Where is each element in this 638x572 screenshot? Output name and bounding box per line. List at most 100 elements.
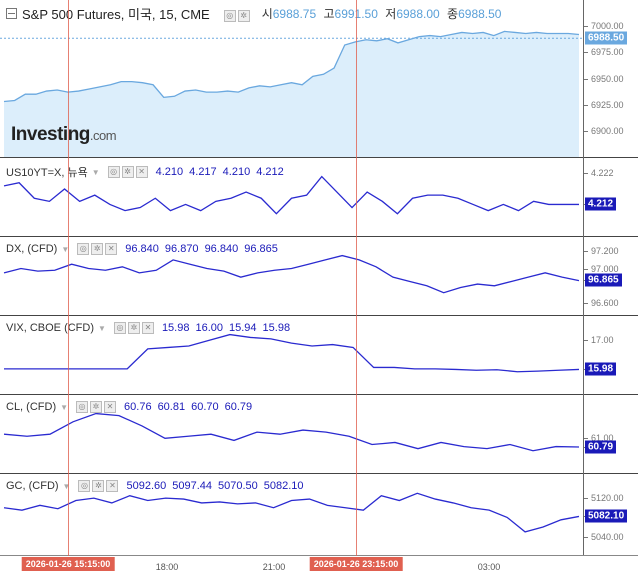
visibility-icon[interactable]: ◎ xyxy=(107,166,120,178)
panel-divider[interactable] xyxy=(0,157,638,158)
investing-logo: Investing.com xyxy=(11,124,117,145)
dropdown-arrow-icon[interactable]: ▼ xyxy=(91,167,100,177)
dropdown-arrow-icon[interactable]: ▼ xyxy=(98,323,106,333)
main-chart-panel[interactable]: S&P 500 Futures, 미국, 15, CME ◎ ✲ 시6988.7… xyxy=(0,0,583,157)
tick-label: 7000.00 xyxy=(591,21,624,32)
time-label: 21:00 xyxy=(262,562,286,572)
time-label: 03:00 xyxy=(477,562,501,572)
ohlc-values: 60.76 60.81 60.70 60.79 xyxy=(118,401,252,413)
series-line xyxy=(3,254,580,294)
collapse-icon[interactable] xyxy=(6,8,17,19)
close-icon[interactable]: ✕ xyxy=(106,480,119,492)
ohlc-value: 60.81 xyxy=(157,401,186,413)
indicator-chart xyxy=(4,333,580,373)
gear-icon[interactable]: ✲ xyxy=(237,6,252,22)
indicator-chart xyxy=(3,492,580,533)
tick-mark xyxy=(584,340,588,342)
tick-label: 4.222 xyxy=(591,168,614,179)
ohlc-value: 5092.60 xyxy=(126,480,167,492)
last-price-badge: 5082.10 xyxy=(585,509,628,523)
visibility-icon[interactable]: ◎ xyxy=(77,243,90,255)
tick-mark xyxy=(584,52,588,54)
ohlc-value: 16.00 xyxy=(195,322,223,334)
series-line xyxy=(4,333,580,373)
panel-vix[interactable]: VIX, CBOE (CFD) ▼ ◎ ✲ ✕ 15.98 16.00 15.94 15.98 xyxy=(0,316,583,394)
time-axis[interactable]: 18:00 21:00 03:00 2026-01-26 15:15:00 20… xyxy=(0,556,583,572)
panel-us10y[interactable]: US10YT=X, 뉴욕 ▼ ◎ ✲ ✕ 4.210 4.217 4.210 4.212 xyxy=(0,158,583,236)
close-icon[interactable]: ✕ xyxy=(141,322,154,334)
ohlc-value: 96.865 xyxy=(244,243,278,255)
tick-mark xyxy=(584,303,588,305)
panel-legend: CL, (CFD) ▼ ◎ ✲ ✕ 60.76 60.81 60.70 60.79 xyxy=(6,401,252,413)
panel-legend: DX, (CFD) ▼ ◎ ✲ ✕ 96.840 96.870 96.840 96.865 xyxy=(6,243,278,255)
tick-mark xyxy=(584,536,588,538)
panel-divider[interactable] xyxy=(0,473,638,474)
panel-divider[interactable] xyxy=(0,394,638,395)
ohlc-value: 5070.50 xyxy=(218,480,258,492)
ohlc-value: 60.70 xyxy=(191,401,219,413)
close-icon[interactable]: ✕ xyxy=(135,166,148,178)
ohlc-value: 15.94 xyxy=(229,322,257,334)
gear-icon[interactable]: ✲ xyxy=(121,166,134,178)
tick-label: 6925.00 xyxy=(591,99,624,110)
tick-mark xyxy=(584,173,588,175)
panel-cl[interactable]: CL, (CFD) ▼ ◎ ✲ ✕ 60.76 60.81 60.70 60.79 xyxy=(0,395,583,473)
panel-title: DX, (CFD) xyxy=(6,243,58,255)
gear-icon[interactable]: ✲ xyxy=(90,401,103,413)
gear-icon[interactable]: ✲ xyxy=(127,322,140,334)
indicator-chart xyxy=(3,175,579,215)
tick-label: 97.000 xyxy=(591,263,619,274)
price-area xyxy=(4,31,579,157)
panel-divider[interactable] xyxy=(0,315,638,316)
tick-mark xyxy=(584,26,588,28)
main-legend: S&P 500 Futures, 미국, 15, CME ◎ ✲ 시6988.7… xyxy=(6,4,501,23)
time-axis-border xyxy=(0,555,638,556)
panel-dx[interactable]: DX, (CFD) ▼ ◎ ✲ ✕ 96.840 96.870 96.840 96.865 xyxy=(0,237,583,315)
ohlc-value: 4.217 xyxy=(189,166,217,178)
ohlc-value: 4.210 xyxy=(222,166,251,178)
gear-icon[interactable]: ✲ xyxy=(91,243,104,255)
ohlc-value: 15.98 xyxy=(262,322,291,334)
last-price-badge: 96.865 xyxy=(585,273,622,287)
ohlc-value: 4.210 xyxy=(155,166,184,178)
crosshair-time-badge: 2026-01-26 23:15:00 xyxy=(309,557,403,571)
panel-title: GC, (CFD) xyxy=(6,480,59,492)
tick-mark xyxy=(584,268,588,270)
ohlc-value: 5082.10 xyxy=(263,480,304,492)
gear-icon[interactable]: ✲ xyxy=(92,480,105,492)
dropdown-arrow-icon[interactable]: ▼ xyxy=(60,402,69,412)
visibility-icon[interactable]: ◎ xyxy=(76,401,89,413)
ohlc-values: 4.210 4.217 4.210 4.212 xyxy=(150,166,284,178)
panel-title: CL, (CFD) xyxy=(6,401,57,413)
panel-gc[interactable]: GC, (CFD) ▼ ◎ ✲ ✕ 5092.60 5097.44 5070.50 5082.1… xyxy=(0,474,583,555)
settings-icon[interactable]: ◎ xyxy=(223,6,238,22)
visibility-icon[interactable]: ◎ xyxy=(78,480,91,492)
scale-border xyxy=(583,0,584,555)
ohlc-value: 96.840 xyxy=(204,243,239,255)
close-icon[interactable]: ✕ xyxy=(104,401,117,413)
series-line xyxy=(3,492,580,533)
panel-divider[interactable] xyxy=(0,236,638,237)
crosshair-line xyxy=(68,0,69,556)
tick-label: 5040.00 xyxy=(591,531,624,542)
close-icon[interactable]: ✕ xyxy=(105,243,118,255)
ohlc-value: 60.76 xyxy=(124,401,152,413)
tick-mark xyxy=(584,104,588,106)
ohlc-value: 96.840 xyxy=(125,243,159,255)
dropdown-arrow-icon[interactable]: ▼ xyxy=(61,244,70,254)
tick-mark xyxy=(584,438,588,440)
ohlc-value: 5097.44 xyxy=(172,480,212,492)
visibility-icon[interactable]: ◎ xyxy=(113,322,126,334)
dropdown-arrow-icon[interactable]: ▼ xyxy=(62,481,71,491)
crosshair-time-badge: 2026-01-26 15:15:00 xyxy=(21,557,115,571)
tick-mark xyxy=(584,78,588,80)
tick-label: 97.200 xyxy=(591,246,619,257)
main-title: S&P 500 Futures, 미국, 15, CME xyxy=(22,7,210,22)
tick-label: 61.00 xyxy=(591,433,614,444)
main-price-scale[interactable]: 7000.00 6975.00 6950.00 6925.00 6900.00 6988.… xyxy=(584,0,638,157)
